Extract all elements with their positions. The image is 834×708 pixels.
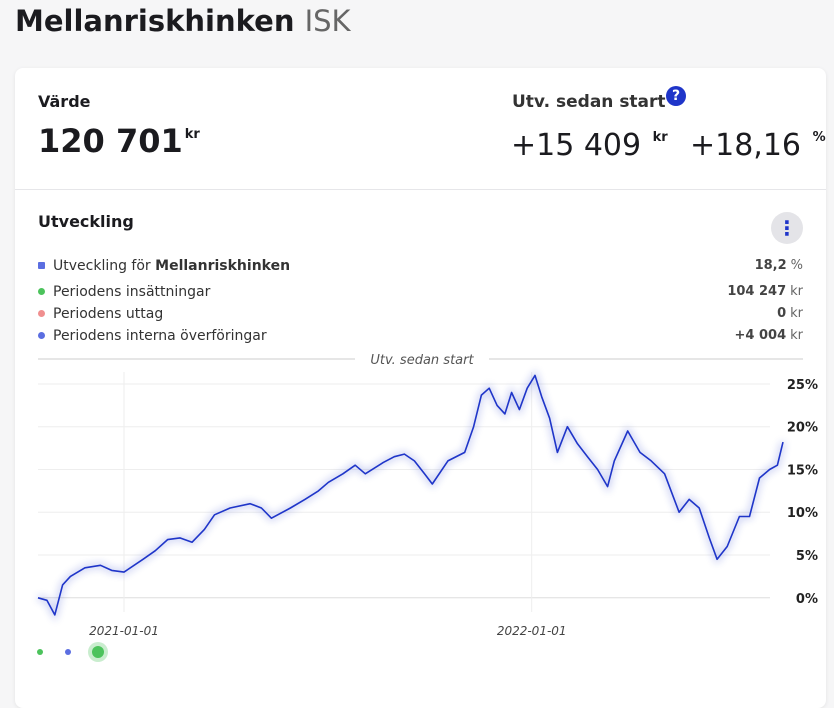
value-amount: 120 701 kr <box>38 122 200 160</box>
amount: 120 701 <box>38 122 183 160</box>
legend-unit: kr <box>790 328 803 343</box>
line <box>37 374 784 616</box>
legend-marker <box>38 332 45 339</box>
menu-button[interactable]: ⋮ <box>771 212 803 244</box>
series-dot <box>65 649 71 655</box>
unit: kr <box>652 130 668 145</box>
page-title: Mellanriskhinken ISK <box>15 4 351 38</box>
legend-marker <box>38 288 45 295</box>
y-tick-label: 25% <box>787 378 818 393</box>
card <box>15 68 826 708</box>
legend-unit: kr <box>790 284 803 299</box>
legend-value-cell: 18,2% <box>755 258 803 273</box>
amount: +15 409 <box>511 128 642 163</box>
legend-label: Periodens interna överföringar <box>53 328 267 344</box>
y-tick-label: 5% <box>796 549 818 564</box>
page: Mellanriskhinken ISK Värde 120 701 kr Utv… <box>15 4 826 662</box>
help-icon[interactable]: ? <box>666 86 686 106</box>
chart: Utv. sedan start 0% 5% 10% 15% 20% 25% 2021-01… <box>37 353 818 662</box>
legend-label-bold: Mellanriskhinken <box>155 258 291 274</box>
legend-marker <box>38 262 45 269</box>
legend-marker <box>38 310 45 317</box>
legend-value: +4 004 <box>734 328 787 343</box>
x-tick-label: 2021-01-01 <box>89 624 159 638</box>
y-tick-label: 0% <box>796 592 818 607</box>
legend-value-cell: 104 247 kr <box>727 284 803 299</box>
divider <box>15 189 826 190</box>
y-tick-label: 20% <box>787 421 818 436</box>
series-dot <box>92 646 104 658</box>
legend-row: Periodens insättningar <box>38 284 210 300</box>
legend-row: Periodens interna överföringar <box>38 328 267 344</box>
title: Mellanriskhinken <box>15 4 295 38</box>
subtitle: ISK <box>304 4 351 38</box>
legend-unit: % <box>790 258 803 273</box>
legend-row: Periodens uttag <box>38 306 163 322</box>
value-label: Värde <box>38 92 91 111</box>
section-title: Utveckling <box>38 212 134 231</box>
legend-label: Utveckling för <box>53 258 151 274</box>
legend-value-cell: +4 004 kr <box>735 328 803 343</box>
x-tick-label: 2022-01-01 <box>497 624 567 638</box>
development-percent: +18,16 % <box>690 128 826 163</box>
development-label: Utv. sedan start <box>512 92 666 112</box>
development-amount: +15 409 kr <box>511 128 668 163</box>
legend-unit: kr <box>790 306 803 321</box>
legend-value-cell: 0 kr <box>777 306 803 321</box>
legend-label: Periodens uttag <box>53 306 164 322</box>
unit: % <box>812 130 826 145</box>
legend-label: Periodens insättningar <box>53 284 211 300</box>
legend-value: 18,2 <box>754 258 787 273</box>
series-dot <box>37 649 43 655</box>
percent: +18,16 <box>690 128 802 163</box>
unit: kr <box>184 127 200 142</box>
y-tick-label: 15% <box>787 463 818 478</box>
line-glow <box>37 369 786 622</box>
y-tick-label: 10% <box>787 506 818 521</box>
legend-row: Utveckling för Mellanriskhinken <box>38 258 290 274</box>
legend-value: 104 247 <box>727 284 787 299</box>
chart-title: Utv. sedan start <box>370 353 474 368</box>
legend-value: 0 <box>777 306 787 321</box>
